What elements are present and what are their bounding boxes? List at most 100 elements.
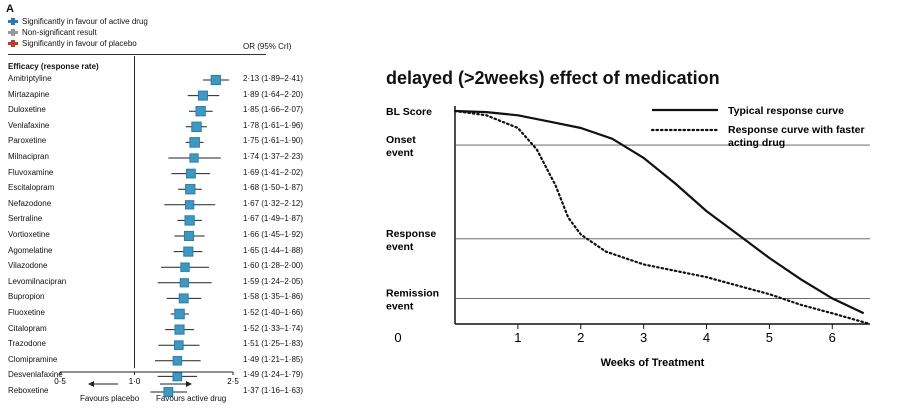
or-ci-label: 1·37 (1·16–1·63) [243, 386, 304, 395]
or-ci-label: 1·60 (1·28–2·00) [243, 261, 304, 271]
or-ci-label: 1·52 (1·33–1·74) [243, 323, 304, 333]
or-column-header: OR (95% CrI) [243, 42, 292, 51]
response-curve-chart: BL Score Onset event Response event Remission… [386, 105, 872, 369]
panel-letter: A [6, 3, 14, 15]
point-estimate [195, 106, 206, 117]
drug-label: Desvenlafaxine [8, 370, 63, 380]
or-ci-label: 1·65 (1·44–1·88) [243, 245, 304, 255]
x-tick-label: 0·5 [54, 377, 66, 386]
drug-label: Citalopram [8, 323, 47, 333]
drug-label: Vortioxetine [8, 230, 50, 239]
legend-dotted-label: Response curve with faster acting drug [728, 124, 865, 149]
point-estimate [174, 324, 185, 335]
x-tick-label: 1·0 [129, 377, 141, 386]
x-tick-label: 4 [703, 330, 710, 345]
drug-label: Bupropion [8, 292, 45, 302]
point-estimate [174, 308, 185, 320]
or-ci-label: 1·52 (1·40–1·66) [243, 308, 304, 317]
x-tick-label: 1 [514, 330, 521, 345]
drug-label: Milnacipran [8, 152, 49, 161]
drug-label: Amitriptyline [8, 74, 52, 83]
favours-placebo-label: Favours placebo [80, 394, 140, 403]
drug-label: Nefazodone [8, 198, 52, 208]
point-estimate [173, 340, 184, 351]
x-tick-label: 0 [394, 330, 401, 345]
forest-plot-svg: 0·5 1·0 2·5 [54, 56, 239, 397]
x-axis-label: Weeks of Treatment [601, 357, 705, 369]
point-estimate [184, 215, 195, 226]
point-estimate [172, 356, 183, 366]
drug-label: Escitalopram [8, 183, 55, 193]
or-ci-label: 1·74 (1·37–2·23) [243, 152, 304, 161]
point-estimate [186, 168, 196, 179]
x-tick-label: 5 [766, 330, 773, 345]
x-tick-label: 3 [640, 330, 647, 345]
legend-swatch-active [8, 18, 18, 25]
arrow-left-icon [88, 381, 94, 387]
or-ci-label: 1·59 (1·24–2·05) [243, 276, 304, 286]
or-ci-label: 1·89 (1·64–2·20) [243, 89, 304, 99]
header-divider [8, 54, 266, 55]
or-ci-label: 1·68 (1·50–1·87) [243, 183, 304, 193]
or-ci-label: 2·13 (1·89–2·41) [243, 74, 304, 83]
or-ci-label: 1·51 (1·25–1·83) [243, 339, 304, 349]
drug-label: Reboxetine [8, 386, 49, 395]
drug-label: Paroxetine [8, 136, 47, 146]
or-ci-label: 1·69 (1·41–2·02) [243, 167, 304, 177]
y-event-label: Onset event [386, 134, 416, 159]
point-estimate [191, 121, 202, 133]
curve-chart-title: delayed (>2weeks) effect of medication [386, 68, 720, 88]
y-event-label: Remission event [386, 287, 439, 312]
favours-active-label: Favours active drug [156, 394, 227, 403]
or-ci-label: 1·58 (1·35–1·86) [243, 292, 304, 302]
x-tick-label: 2 [577, 330, 584, 345]
point-estimate [189, 153, 199, 163]
point-estimate [179, 278, 189, 288]
drug-label: Mirtazapine [8, 89, 50, 99]
or-ci-label: 1·78 (1·61–1·96) [243, 120, 304, 130]
drug-label: Duloxetine [8, 105, 46, 115]
legend-label-placebo: Significantly in favour of placebo [22, 39, 137, 48]
drug-label: Vilazodone [8, 261, 48, 271]
point-estimate [189, 137, 200, 148]
y-event-label: Response event [386, 228, 436, 253]
x-tick-label: 6 [829, 330, 836, 345]
forest-legend: Significantly in favour of active drug N… [8, 16, 148, 49]
point-estimate [183, 246, 194, 257]
point-estimate [184, 200, 195, 210]
or-ci-label: 1·75 (1·61–1·90) [243, 136, 304, 146]
drug-label: Fluoxetine [8, 308, 45, 317]
drug-label: Agomelatine [8, 245, 53, 255]
typical-response-curve [454, 109, 865, 315]
x-tick-label: 2·5 [227, 377, 239, 386]
or-ci-label: 1·49 (1·21–1·85) [243, 354, 304, 364]
drug-label: Fluvoxamine [8, 167, 54, 177]
point-estimate [172, 371, 183, 382]
point-estimate [185, 184, 196, 195]
or-ci-label: 1·85 (1·66–2·07) [243, 105, 304, 115]
or-ci-label: 1·67 (1·32–2·12) [243, 198, 304, 208]
drug-label: Venlafaxine [8, 120, 50, 130]
legend-solid-label: Typical response curve [728, 105, 844, 117]
point-estimate [180, 262, 190, 272]
drug-label: Levomilnacipran [8, 276, 67, 286]
y-event-label: BL Score [386, 106, 432, 118]
drug-label: Sertraline [8, 214, 43, 224]
point-estimate [183, 230, 195, 242]
point-estimate [163, 387, 174, 397]
legend-swatch-nonsig [8, 29, 18, 36]
legend-item-significant-active: Significantly in favour of active drug [8, 16, 148, 27]
forest-plot-panel: A Significantly in favour of active drug… [0, 0, 360, 414]
point-estimate [197, 90, 208, 101]
or-ci-label: 1·67 (1·49–1·87) [243, 214, 304, 224]
legend-label-active: Significantly in favour of active drug [22, 17, 148, 26]
section-title: Efficacy (response rate) [8, 62, 99, 71]
legend-swatch-placebo [8, 40, 18, 47]
or-ci-label: 1·49 (1·24–1·79) [243, 370, 304, 380]
legend-label-nonsig: Non-significant result [22, 28, 97, 37]
point-estimate [210, 74, 221, 86]
legend-item-significant-placebo: Significantly in favour of placebo [8, 38, 148, 49]
or-ci-label: 1·66 (1·45–1·92) [243, 230, 304, 239]
arrow-right-icon [186, 381, 192, 387]
faster-drug-curve [453, 109, 872, 326]
